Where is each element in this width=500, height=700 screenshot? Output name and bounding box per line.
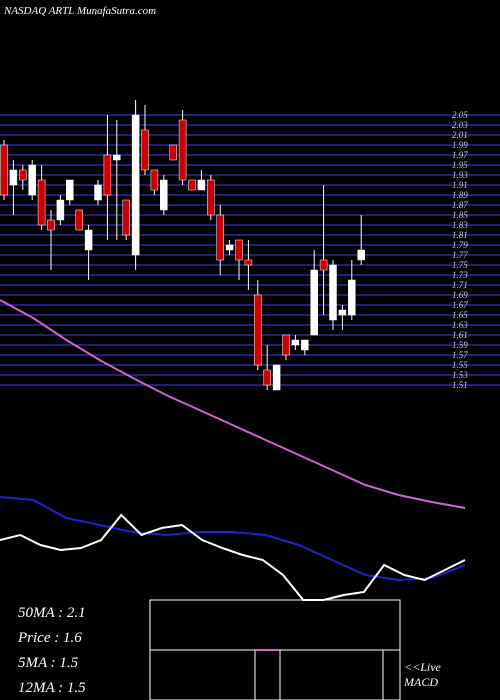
y-tick-label: 1.75: [452, 260, 468, 270]
candle-body: [28, 164, 36, 196]
candle-body: [254, 294, 262, 366]
candle-body: [122, 199, 130, 236]
y-tick-label: 1.59: [452, 340, 468, 350]
chart-title: NASDAQ ARTL MunafaSutra.com: [3, 5, 156, 17]
grid: 2.052.032.011.991.971.951.931.911.891.87…: [0, 110, 500, 390]
info-ma5: 5MA : 1.5: [18, 655, 79, 671]
candle-body: [178, 119, 187, 181]
candle-body: [244, 259, 253, 266]
candle-body: [150, 169, 159, 191]
y-tick-label: 1.87: [452, 200, 468, 210]
candle-body: [94, 184, 102, 201]
y-tick-label: 1.51: [452, 380, 468, 390]
candle-body: [225, 244, 234, 251]
y-tick-label: 1.73: [452, 270, 468, 280]
candle-body: [141, 129, 149, 171]
candle-body: [37, 179, 46, 226]
y-tick-label: 2.01: [452, 130, 468, 140]
candle-body: [235, 239, 243, 261]
y-tick-label: 1.67: [452, 300, 468, 310]
indicator-line: [0, 496, 466, 582]
candle-body: [113, 154, 121, 161]
y-tick-label: 1.61: [452, 330, 468, 340]
candle-body: [310, 269, 318, 336]
y-tick-label: 1.85: [452, 210, 468, 220]
candle-body: [197, 179, 206, 191]
candle-body: [301, 339, 309, 351]
macd-label: MACD: [403, 675, 438, 689]
candle-body: [9, 169, 18, 186]
y-tick-label: 1.81: [452, 230, 468, 240]
y-tick-label: 1.97: [452, 150, 468, 160]
y-tick-label: 1.83: [452, 220, 468, 230]
candle-body: [348, 279, 356, 316]
y-tick-label: 1.65: [452, 310, 468, 320]
candle-body: [263, 369, 271, 386]
candle-body: [47, 219, 55, 231]
candle-body: [160, 179, 168, 211]
y-tick-label: 1.77: [452, 250, 468, 260]
candle-body: [66, 179, 74, 201]
macd-box: [149, 599, 401, 700]
info-ma12: 12MA : 1.5: [18, 680, 86, 696]
indicators: [0, 299, 466, 601]
y-tick-label: 1.95: [452, 160, 468, 170]
candle-body: [56, 199, 65, 221]
candle-body: [188, 179, 196, 191]
y-tick-label: 1.91: [452, 180, 468, 190]
candle-body: [75, 209, 83, 231]
candle-body: [0, 144, 8, 196]
y-tick-label: 2.05: [452, 110, 468, 120]
y-tick-label: 1.71: [452, 280, 468, 290]
candle-body: [216, 214, 224, 261]
live-label: <<Live: [404, 660, 442, 674]
candle-body: [338, 309, 347, 316]
y-tick-label: 1.99: [452, 140, 468, 150]
y-tick-label: 1.69: [452, 290, 468, 300]
candle-body: [357, 249, 365, 261]
candle-body: [272, 364, 281, 391]
candle-body: [131, 114, 140, 256]
info-ma50: 50MA : 2.1: [18, 605, 86, 621]
y-tick-label: 1.63: [452, 320, 468, 330]
candle-body: [319, 259, 328, 271]
y-tick-label: 1.89: [452, 190, 468, 200]
y-tick-label: 1.55: [452, 360, 468, 370]
info-price: Price : 1.6: [17, 630, 82, 646]
y-tick-label: 1.57: [452, 350, 468, 360]
y-tick-label: 1.53: [452, 370, 468, 380]
candle-body: [207, 179, 215, 216]
candle-body: [291, 339, 300, 346]
candle-body: [169, 144, 177, 161]
candles: [0, 100, 365, 391]
y-tick-label: 1.79: [452, 240, 468, 250]
candle-body: [329, 264, 337, 321]
y-tick-label: 1.93: [452, 170, 468, 180]
candle-body: [103, 154, 112, 196]
candle-body: [84, 229, 93, 251]
indicator-line: [0, 299, 466, 509]
indicator-line: [0, 513, 466, 601]
y-tick-label: 2.03: [452, 120, 468, 130]
candle-body: [282, 334, 290, 356]
candle-body: [19, 169, 27, 181]
